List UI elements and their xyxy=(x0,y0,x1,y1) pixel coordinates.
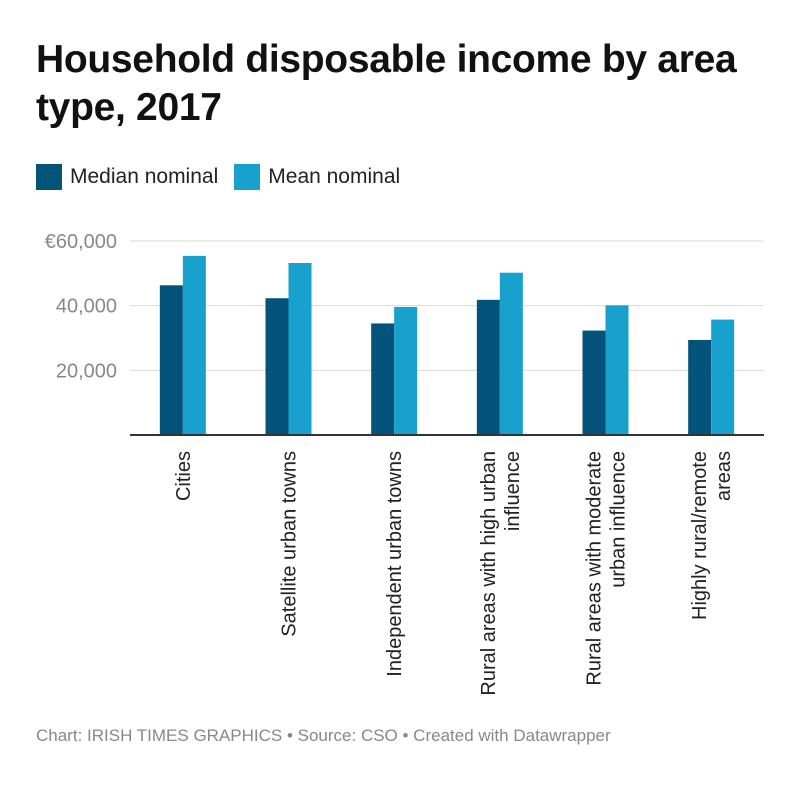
bar-median xyxy=(582,330,606,435)
legend-label-median: Median nominal xyxy=(70,165,219,188)
y-tick-label: 40,000 xyxy=(56,296,117,318)
bar-mean xyxy=(394,306,418,435)
bar-median xyxy=(159,285,183,435)
bar-median xyxy=(688,339,712,435)
legend-label-mean: Mean nominal xyxy=(268,165,401,188)
legend-item-mean: Mean nominal xyxy=(234,164,400,190)
x-tick-label: Rural areas with moderate urban influence xyxy=(584,451,630,686)
bar-mean xyxy=(182,255,206,435)
x-tick-label-line: Cities xyxy=(173,451,195,501)
legend: Median nominal Mean nominal xyxy=(36,164,416,190)
x-tick-label: Independent urban towns xyxy=(384,451,406,677)
x-tick-label: Highly rural/remote areas xyxy=(689,451,735,620)
x-tick-label-line: influence xyxy=(502,451,524,531)
bar-mean xyxy=(605,305,629,435)
footer-credit: Chart: IRISH TIMES GRAPHICS • Source: CS… xyxy=(36,726,611,745)
x-tick-label-line: urban influence xyxy=(608,451,630,588)
x-tick-label: Satellite urban towns xyxy=(279,451,301,637)
legend-swatch-median xyxy=(36,164,62,190)
y-tick-label: €60,000 xyxy=(45,231,117,253)
bar-mean xyxy=(499,272,523,435)
x-tick-label: Cities xyxy=(173,451,195,501)
x-tick-label-line: Highly rural/remote xyxy=(689,451,711,620)
x-tick-label-line: Independent urban towns xyxy=(384,451,406,677)
chart-title: Household disposable income by area type… xyxy=(36,38,737,129)
legend-swatch-mean xyxy=(234,164,261,190)
bar-median xyxy=(265,298,289,435)
bar-mean xyxy=(288,262,312,435)
bar-median xyxy=(371,323,395,435)
y-tick-label: 20,000 xyxy=(56,360,117,382)
legend-item-median: Median nominal xyxy=(36,164,218,190)
bar-chart: 20,000 40,000 €60,000 Cities Satellite urban… xyxy=(45,231,764,696)
bar-median xyxy=(476,299,500,435)
x-tick-label-line: areas xyxy=(713,451,735,501)
x-tick-label-line: Rural areas with moderate xyxy=(584,451,606,686)
x-tick-label-line: Rural areas with high urban xyxy=(478,451,500,696)
x-tick-label-line: Satellite urban towns xyxy=(279,451,301,637)
x-tick-label: Rural areas with high urban influence xyxy=(478,451,524,696)
bar-mean xyxy=(711,319,735,435)
